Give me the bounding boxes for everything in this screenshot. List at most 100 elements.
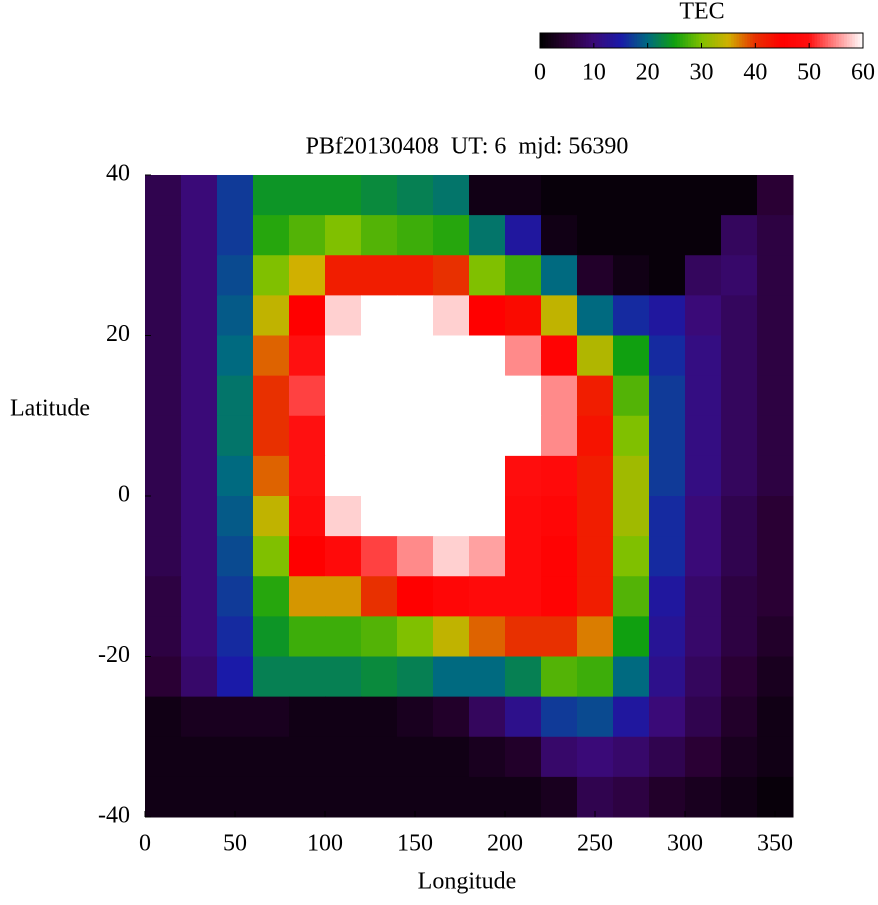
heatmap-cell — [217, 215, 254, 256]
heatmap-cell — [181, 496, 218, 537]
colorbar-segment — [744, 33, 748, 48]
heatmap-cell — [325, 616, 362, 657]
heatmap-cell — [253, 536, 290, 577]
colorbar-segment — [787, 33, 791, 48]
colorbar-segment — [857, 33, 861, 48]
x-tick-label: 0 — [139, 831, 151, 857]
heatmap-cell — [757, 415, 794, 457]
heatmap-cell — [577, 335, 614, 377]
heatmap-cell — [181, 375, 218, 417]
colorbar-segment — [548, 33, 552, 48]
colorbar-segment — [658, 33, 662, 48]
heatmap-cell — [397, 215, 434, 256]
heatmap-cell — [325, 255, 362, 296]
heatmap-cell — [613, 776, 650, 818]
y-tick-label: -40 — [98, 803, 130, 829]
colorbar-segment — [733, 33, 737, 48]
heatmap-cell — [541, 295, 578, 336]
x-tick-label: 50 — [223, 831, 247, 857]
heatmap-cell — [361, 295, 398, 336]
y-tick-label: 40 — [106, 161, 130, 187]
heatmap-cell — [217, 415, 254, 457]
heatmap-cell — [613, 455, 650, 497]
heatmap-cell — [613, 255, 650, 296]
y-tick-label: 0 — [118, 482, 130, 508]
heatmap-cell — [181, 455, 218, 497]
heatmap-cell — [541, 255, 578, 296]
heatmap-cell — [325, 415, 362, 457]
heatmap-cell — [613, 335, 650, 377]
heatmap-cell — [577, 375, 614, 417]
heatmap-cell — [397, 455, 434, 497]
colorbar-segment — [618, 33, 622, 48]
heatmap-cell — [217, 576, 254, 617]
heatmap-cell — [577, 576, 614, 617]
heatmap-cell — [685, 175, 722, 216]
heatmap-cell — [145, 656, 182, 698]
colorbar-segment — [653, 33, 657, 48]
colorbar-tick-label: 10 — [582, 60, 606, 86]
heatmap-cell — [577, 776, 614, 818]
heatmap-cell — [541, 455, 578, 497]
heatmap-cell — [433, 776, 470, 818]
heatmap-cell — [505, 415, 542, 457]
heatmap-cell — [541, 696, 578, 738]
heatmap-cell — [649, 215, 686, 256]
heatmap-cell — [361, 375, 398, 417]
colorbar-segment — [749, 33, 754, 48]
colorbar-segment — [798, 33, 802, 48]
x-tick-label: 200 — [487, 831, 523, 857]
heatmap-cell — [505, 375, 542, 417]
colorbar-segment — [666, 33, 670, 48]
heatmap-cell — [253, 455, 290, 497]
heatmap-cell — [289, 576, 326, 617]
heatmap-cell — [541, 415, 578, 457]
heatmap-cell — [469, 175, 506, 216]
heatmap-cell — [505, 696, 542, 738]
colorbar-segment — [679, 33, 684, 48]
heatmap-cell — [649, 415, 686, 457]
colorbar-segment — [642, 33, 646, 48]
heatmap-cell — [685, 616, 722, 657]
heatmap-cell — [721, 455, 758, 497]
colorbar-segment — [795, 33, 799, 48]
heatmap-cell — [613, 736, 650, 778]
heatmap-cell — [181, 616, 218, 657]
heatmap-cell — [289, 335, 326, 377]
heatmap-cell — [649, 656, 686, 698]
heatmap-cell — [289, 375, 326, 417]
colorbar-segment — [593, 33, 598, 48]
heatmap-cell — [757, 335, 794, 377]
heatmap-cell — [685, 335, 722, 377]
colorbar-segment — [545, 33, 549, 48]
y-axis-label: Latitude — [10, 396, 90, 422]
colorbar-segment — [784, 33, 789, 48]
heatmap-cell — [181, 696, 218, 738]
heatmap-cell — [433, 496, 470, 537]
heatmap-cell — [253, 255, 290, 296]
heatmap-cell — [757, 696, 794, 738]
heatmap-cell — [541, 576, 578, 617]
colorbar-segment — [803, 33, 807, 48]
heatmap-cell — [361, 776, 398, 818]
heatmap-cell — [541, 656, 578, 698]
heatmap-cell — [145, 295, 182, 336]
heatmap-cell — [253, 496, 290, 537]
heatmap-cell — [181, 335, 218, 377]
heatmap-cell — [541, 335, 578, 377]
colorbar-segment — [774, 33, 778, 48]
colorbar-segment — [655, 33, 659, 48]
heatmap-cell — [649, 776, 686, 818]
colorbar-segment — [620, 33, 624, 48]
colorbar-segment — [580, 33, 584, 48]
heatmap-cell — [721, 295, 758, 336]
heatmap-cell — [577, 295, 614, 336]
heatmap-cell — [289, 215, 326, 256]
heatmap-cell — [145, 536, 182, 577]
heatmap-cell — [217, 496, 254, 537]
heatmap-cell — [253, 295, 290, 336]
heatmap-cell — [361, 696, 398, 738]
colorbar-segment — [706, 33, 711, 48]
heatmap-cell — [433, 696, 470, 738]
colorbar-segment — [591, 33, 595, 48]
